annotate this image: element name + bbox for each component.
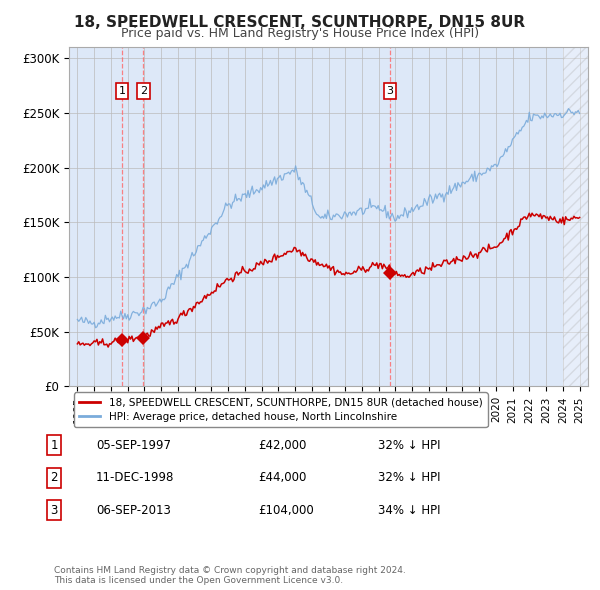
- Text: £44,000: £44,000: [258, 471, 307, 484]
- Text: 05-SEP-1997: 05-SEP-1997: [96, 439, 171, 452]
- Text: 11-DEC-1998: 11-DEC-1998: [96, 471, 175, 484]
- Text: 32% ↓ HPI: 32% ↓ HPI: [378, 471, 440, 484]
- Text: Contains HM Land Registry data © Crown copyright and database right 2024.: Contains HM Land Registry data © Crown c…: [54, 566, 406, 575]
- Text: 1: 1: [50, 439, 58, 452]
- Text: This data is licensed under the Open Government Licence v3.0.: This data is licensed under the Open Gov…: [54, 576, 343, 585]
- Text: 2: 2: [140, 86, 147, 96]
- Text: 3: 3: [386, 86, 394, 96]
- Text: 2: 2: [50, 471, 58, 484]
- Legend: 18, SPEEDWELL CRESCENT, SCUNTHORPE, DN15 8UR (detached house), HPI: Average pric: 18, SPEEDWELL CRESCENT, SCUNTHORPE, DN15…: [74, 392, 488, 427]
- Text: Price paid vs. HM Land Registry's House Price Index (HPI): Price paid vs. HM Land Registry's House …: [121, 27, 479, 40]
- Text: 3: 3: [50, 504, 58, 517]
- Text: £104,000: £104,000: [258, 504, 314, 517]
- Text: 18, SPEEDWELL CRESCENT, SCUNTHORPE, DN15 8UR: 18, SPEEDWELL CRESCENT, SCUNTHORPE, DN15…: [74, 15, 526, 30]
- Text: £42,000: £42,000: [258, 439, 307, 452]
- Text: 06-SEP-2013: 06-SEP-2013: [96, 504, 171, 517]
- Text: 1: 1: [119, 86, 125, 96]
- Text: 34% ↓ HPI: 34% ↓ HPI: [378, 504, 440, 517]
- Bar: [563, 47, 596, 386]
- Text: 32% ↓ HPI: 32% ↓ HPI: [378, 439, 440, 452]
